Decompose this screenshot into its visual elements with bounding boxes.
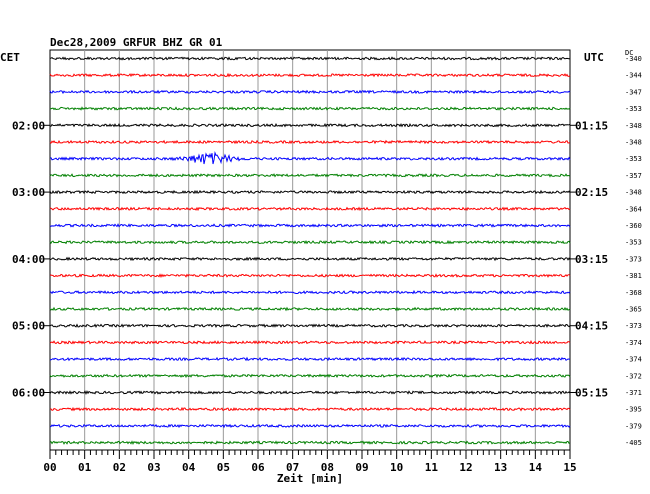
x-tick-label: 15 [563, 461, 576, 474]
dc-value: -374 [625, 356, 642, 364]
dc-value: -353 [625, 239, 642, 247]
dc-value: -348 [625, 189, 642, 197]
trace-row-14 [49, 289, 571, 295]
x-tick-label: 04 [182, 461, 196, 474]
trace-row-7 [49, 173, 571, 178]
trace-row-1 [49, 72, 571, 78]
dc-value: -347 [625, 88, 642, 96]
x-tick-label: 14 [529, 461, 543, 474]
utc-header: UTC [584, 51, 604, 64]
trace-row-5 [49, 139, 571, 145]
dc-value: -381 [625, 272, 642, 280]
x-tick-label: 00 [43, 461, 56, 474]
trace-row-11 [49, 239, 571, 245]
x-tick-label: 03 [147, 461, 160, 474]
x-tick-label: 02 [113, 461, 126, 474]
trace-row-12 [49, 256, 571, 262]
x-tick-label: 09 [355, 461, 368, 474]
plot-frame [49, 49, 571, 451]
dc-value: -368 [625, 289, 642, 297]
trace-row-4 [49, 122, 571, 128]
dc-value: -353 [625, 155, 642, 163]
cet-time-label: 02:00 [12, 119, 45, 132]
cet-time-label: 06:00 [12, 387, 45, 400]
cet-time-label: 04:00 [12, 253, 45, 266]
traces [49, 56, 571, 446]
dc-value: -373 [625, 322, 642, 330]
dc-value: -353 [625, 105, 642, 113]
trace-row-23 [49, 440, 571, 446]
x-tick-label: 01 [78, 461, 92, 474]
trace-row-19 [49, 373, 571, 379]
trace-row-20 [49, 390, 571, 395]
x-tick-label: 07 [286, 461, 299, 474]
utc-time-label: 05:15 [575, 387, 608, 400]
trace-row-6 [49, 150, 571, 165]
dc-value: -395 [625, 406, 642, 414]
dc-value: -373 [625, 255, 642, 263]
trace-row-16 [50, 323, 571, 328]
trace-row-18 [49, 356, 571, 362]
trace-row-15 [49, 306, 571, 312]
chart-title: Dec28,2009 GRFUR BHZ GR 01 [50, 36, 223, 49]
trace-row-2 [49, 89, 571, 95]
utc-time-label: 02:15 [575, 186, 608, 199]
cet-time-label: 03:00 [12, 186, 45, 199]
x-axis-label: Zeit [min] [277, 472, 343, 485]
trace-row-0 [49, 56, 571, 61]
dc-value: -379 [625, 422, 642, 430]
utc-time-label: 04:15 [575, 320, 608, 333]
grid [49, 49, 571, 451]
x-tick-label: 13 [494, 461, 507, 474]
cet-time-label: 05:00 [12, 320, 45, 333]
dc-value: -348 [625, 122, 642, 130]
utc-time-label: 01:15 [575, 119, 608, 132]
trace-row-9 [49, 206, 571, 212]
cet-header: CET [0, 51, 20, 64]
dc-value: -405 [625, 439, 642, 447]
trace-row-13 [49, 273, 571, 278]
trace-row-22 [49, 423, 571, 429]
dc-header: DC [625, 49, 633, 57]
utc-time-label: 03:15 [575, 253, 608, 266]
dc-value: -357 [625, 172, 642, 180]
x-tick-label: 06 [251, 461, 265, 474]
x-tick-label: 10 [390, 461, 403, 474]
labels: Dec28,2009 GRFUR BHZ GR 01 CET UTC DC Ze… [0, 36, 642, 485]
trace-row-3 [49, 106, 571, 111]
x-tick-label: 11 [425, 461, 439, 474]
dc-value: -364 [625, 205, 642, 213]
dc-value: -371 [625, 389, 642, 397]
dc-value: -360 [625, 222, 642, 230]
dc-value: -372 [625, 372, 642, 380]
dc-value: -374 [625, 339, 642, 347]
trace-row-10 [49, 223, 571, 228]
trace-row-21 [49, 406, 571, 412]
x-tick-label: 12 [459, 461, 472, 474]
trace-row-17 [49, 340, 571, 345]
x-tick-label: 05 [217, 461, 230, 474]
dc-value: -344 [625, 72, 642, 80]
time-axis: 00 01 02 03 04 05 06 07 08 09 10 11 12 13 14 15 [43, 450, 577, 474]
dc-value: -340 [625, 55, 642, 63]
x-tick-label: 08 [321, 461, 334, 474]
trace-row-8 [49, 189, 571, 195]
dc-value: -348 [625, 139, 642, 147]
dc-value: -365 [625, 306, 642, 314]
